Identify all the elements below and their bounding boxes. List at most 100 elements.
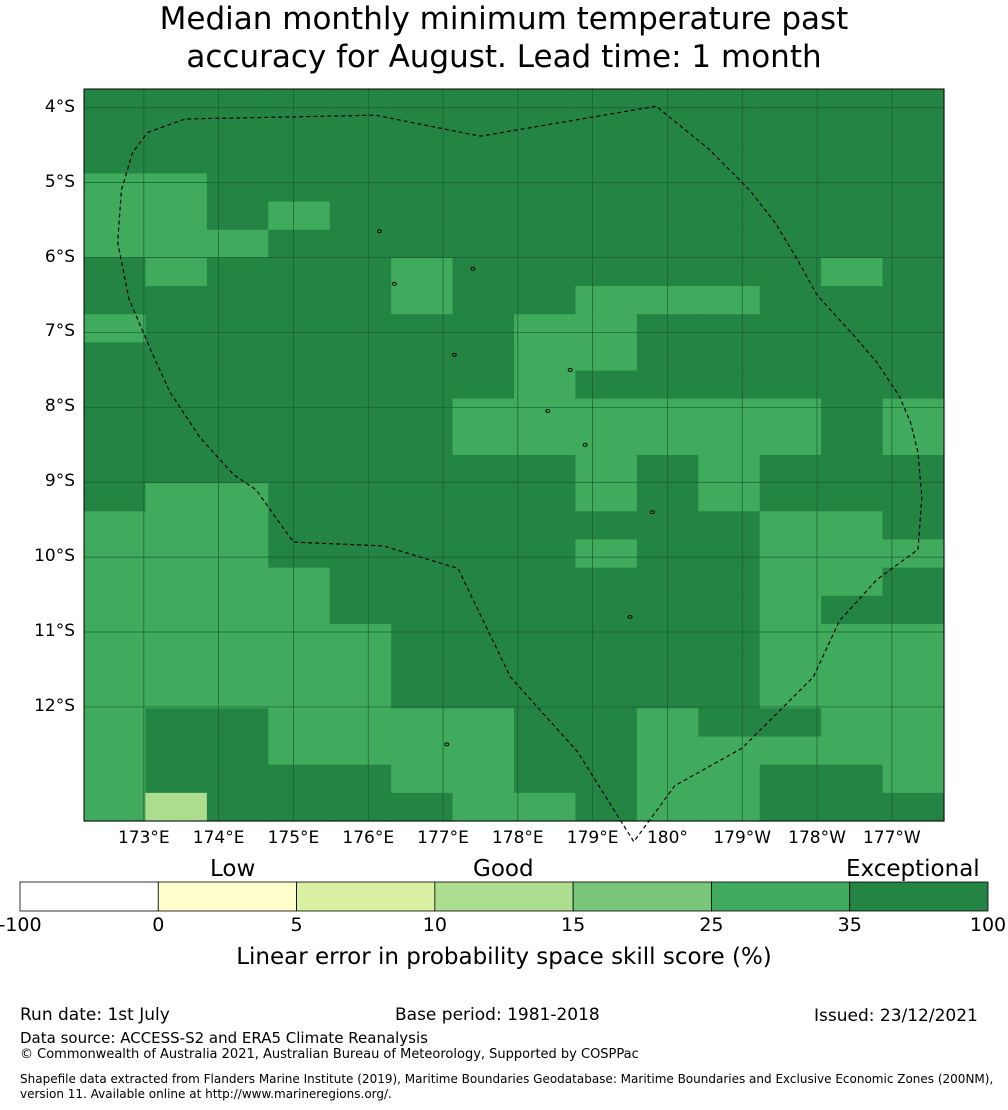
- skill-cell: [882, 792, 945, 822]
- skill-cell: [391, 792, 454, 822]
- skill-cell: [145, 764, 208, 794]
- island: [376, 229, 382, 234]
- skill-cell: [84, 792, 147, 822]
- skill-cell: [636, 257, 699, 287]
- island: [627, 615, 633, 620]
- latitude-label: 10°S: [34, 546, 75, 567]
- skill-cell: [821, 483, 884, 512]
- skill-cell: [821, 539, 884, 569]
- skill-cell: [759, 736, 822, 766]
- skill-cell: [268, 314, 331, 343]
- skill-cell: [391, 764, 454, 794]
- skill-cell: [329, 117, 392, 146]
- skill-cell: [329, 652, 392, 681]
- island: [545, 409, 551, 414]
- skill-cell: [145, 652, 208, 681]
- skill-cell: [759, 595, 822, 625]
- latitude-label: 7°S: [44, 321, 75, 342]
- skill-cell: [206, 145, 269, 175]
- skill-cell: [452, 595, 515, 625]
- skill-cell: [452, 708, 515, 738]
- eez-boundary: [117, 105, 923, 843]
- skill-cell: [391, 595, 454, 625]
- skill-cell: [206, 764, 269, 794]
- skill-cell: [391, 145, 454, 175]
- skill-cell: [84, 314, 147, 343]
- skill-cell: [821, 567, 884, 597]
- colorbar-segment: [19, 881, 159, 912]
- skill-cell: [145, 398, 208, 428]
- latitude-label: 6°S: [44, 246, 75, 267]
- skill-cell: [329, 567, 392, 597]
- skill-cell: [821, 595, 884, 625]
- skill-cell: [329, 89, 392, 118]
- skill-cell: [84, 89, 147, 118]
- skill-cell: [391, 314, 454, 343]
- category-good: Good: [473, 856, 534, 882]
- skill-cell: [636, 736, 699, 766]
- skill-cell: [514, 567, 577, 597]
- skill-cell: [821, 370, 884, 400]
- skill-cell: [698, 764, 761, 794]
- skill-cell: [206, 286, 269, 315]
- skill-cell: [514, 708, 577, 738]
- skill-cell: [882, 89, 945, 118]
- longitude-label: 174°E: [192, 828, 245, 848]
- skill-cell: [391, 117, 454, 146]
- skill-cell: [84, 117, 147, 146]
- skill-cell: [636, 89, 699, 118]
- skill-cell: [575, 173, 638, 203]
- latitude-label: 11°S: [34, 621, 75, 642]
- skill-cell: [759, 286, 822, 315]
- skill-cell: [268, 117, 331, 146]
- skill-cell: [391, 483, 454, 512]
- skill-cell: [84, 567, 147, 597]
- skill-cell: [268, 201, 331, 231]
- skill-cell: [452, 455, 515, 484]
- skill-cell: [84, 539, 147, 569]
- colorbar-tick-label: 35: [837, 914, 862, 936]
- skill-cell: [636, 426, 699, 456]
- category-low: Low: [210, 856, 256, 882]
- skill-cell: [575, 567, 638, 597]
- skill-cell: [759, 342, 822, 372]
- skill-cell: [268, 483, 331, 512]
- colorbar-segment: [434, 881, 574, 912]
- island: [567, 367, 573, 372]
- skill-cell: [145, 792, 208, 822]
- skill-cell: [636, 455, 699, 484]
- skill-cell: [145, 736, 208, 766]
- skill-cell: [329, 145, 392, 175]
- skill-cell: [821, 708, 884, 738]
- skill-cell: [636, 708, 699, 738]
- colorbar-segment: [296, 881, 436, 912]
- skill-cell: [329, 342, 392, 372]
- colorbar-tick-label: 5: [290, 914, 303, 936]
- skill-cell: [821, 792, 884, 822]
- skill-cell: [882, 595, 945, 625]
- skill-cell: [268, 426, 331, 456]
- skill-cell: [145, 257, 208, 287]
- skill-cell: [206, 398, 269, 428]
- skill-cell: [759, 201, 822, 231]
- skill-cell: [206, 370, 269, 400]
- skill-cell: [145, 342, 208, 372]
- skill-cell: [759, 398, 822, 428]
- issued-date: Issued: 23/12/2021: [814, 1006, 978, 1026]
- skill-cell: [882, 708, 945, 738]
- colorbar-tick-label: 100: [969, 914, 1007, 936]
- skill-cell: [698, 623, 761, 653]
- skill-cell: [636, 342, 699, 372]
- skill-cell: [698, 567, 761, 597]
- colorbar-segment: [849, 881, 989, 912]
- skill-cell: [452, 623, 515, 653]
- skill-cell: [268, 623, 331, 653]
- skill-cell: [882, 680, 945, 709]
- skill-cell: [329, 229, 392, 259]
- skill-cell: [206, 652, 269, 681]
- skill-cell: [821, 342, 884, 372]
- skill-cell: [452, 314, 515, 343]
- skill-cell: [759, 708, 822, 738]
- skill-cell: [84, 680, 147, 709]
- skill-cell: [206, 229, 269, 259]
